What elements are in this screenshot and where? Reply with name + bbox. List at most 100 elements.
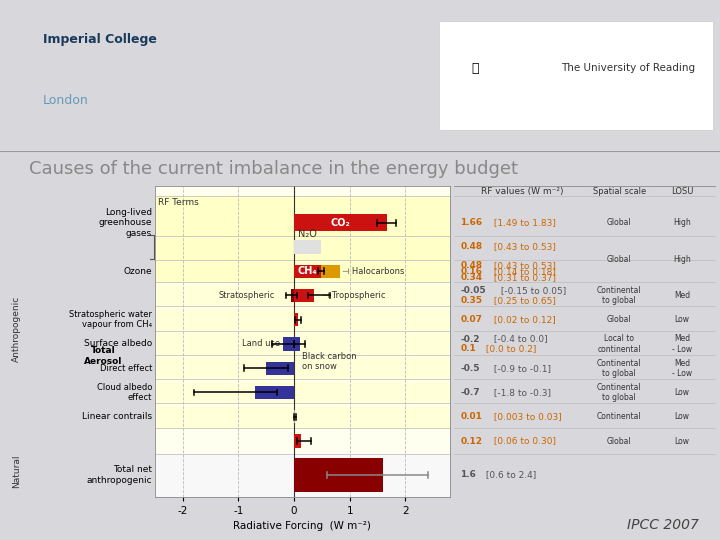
Bar [266,362,294,375]
Bar [155,333,450,355]
Text: Low: Low [675,315,690,324]
Text: Direct effect: Direct effect [99,364,152,373]
Text: Imperial College: Imperial College [43,33,157,46]
Text: Med
- Low: Med - Low [672,359,692,378]
Text: High: High [673,254,691,264]
Text: Stratospheric water
vapour from CH₄: Stratospheric water vapour from CH₄ [69,310,152,329]
Text: [0.06 to 0.30]: [0.06 to 0.30] [490,436,556,446]
Text: 0.48: 0.48 [461,242,482,252]
Text: Continental
to global: Continental to global [597,383,642,402]
Text: [-0.15 to 0.05]: [-0.15 to 0.05] [498,286,567,295]
Text: RF Terms: RF Terms [158,198,198,207]
Bar [155,382,450,403]
Text: RF values (W m⁻²): RF values (W m⁻²) [481,187,563,195]
Bar [294,313,298,326]
Bar [294,265,321,278]
Bar [155,236,450,260]
Text: Global: Global [607,254,631,264]
Text: Local to
continental: Local to continental [598,334,641,354]
Text: Med
- Low: Med - Low [672,334,692,354]
Text: LOSU: LOSU [671,187,693,195]
Text: 0.1: 0.1 [461,345,476,353]
Text: Linear contrails: Linear contrails [82,412,152,421]
Text: Causes of the current imbalance in the energy budget: Causes of the current imbalance in the e… [29,160,518,178]
Bar [294,434,301,448]
Bar [294,458,383,492]
Text: 0.16: 0.16 [461,267,482,276]
Text: Cloud albedo
effect: Cloud albedo effect [96,383,152,402]
Bar [294,338,300,350]
Text: Long-lived
greenhouse
gases: Long-lived greenhouse gases [99,208,152,238]
Text: [0.0 to 0.2]: [0.0 to 0.2] [483,345,536,353]
Text: Continental
to global: Continental to global [597,359,642,378]
Text: Global: Global [607,436,631,446]
Text: Low: Low [675,412,690,421]
Text: -0.7: -0.7 [461,388,480,397]
Text: 0.12: 0.12 [461,436,482,446]
Text: The University of Reading: The University of Reading [561,63,695,73]
Text: Global: Global [607,218,631,227]
Text: High: High [673,218,691,227]
Bar [155,406,450,428]
X-axis label: Radiative Forcing  (W m⁻²): Radiative Forcing (W m⁻²) [233,522,372,531]
Bar [155,454,450,496]
Bar [292,289,294,302]
Bar [294,240,321,254]
Text: CO₂: CO₂ [330,218,350,228]
Text: [0.14 to 0.18]: [0.14 to 0.18] [490,267,555,276]
Text: [0.25 to 0.65]: [0.25 to 0.65] [490,296,555,305]
Text: 🛡: 🛡 [472,62,479,75]
Text: Continental: Continental [597,412,642,421]
Bar [155,357,450,379]
Bar [155,309,450,330]
Text: N₂O: N₂O [298,229,317,239]
Text: Spatial scale: Spatial scale [593,187,646,195]
Text: [0.6 to 2.4]: [0.6 to 2.4] [483,470,536,480]
Text: IPCC 2007: IPCC 2007 [626,518,698,532]
Text: Continental
to global: Continental to global [597,286,642,305]
Text: Med: Med [674,291,690,300]
Text: Total
Aerosol: Total Aerosol [84,346,122,366]
Bar [155,196,450,236]
Text: 0.35: 0.35 [461,296,482,305]
Text: CH₄: CH₄ [297,266,318,276]
Text: [0.003 to 0.03]: [0.003 to 0.03] [490,412,562,421]
Text: [-1.8 to -0.3]: [-1.8 to -0.3] [490,388,551,397]
FancyBboxPatch shape [439,21,713,130]
Bar [155,285,450,306]
Text: 0.01: 0.01 [461,412,482,421]
Text: Stratospheric: Stratospheric [218,291,275,300]
Text: 0.34: 0.34 [461,273,482,282]
Text: [-0.9 to -0.1]: [-0.9 to -0.1] [490,364,551,373]
Text: -0.5: -0.5 [461,364,480,373]
Text: Ozone: Ozone [123,267,152,276]
Text: 1.66: 1.66 [461,218,482,227]
Text: -0.2: -0.2 [461,335,480,343]
Bar [255,386,294,399]
Text: Low: Low [675,388,690,397]
Bar [294,289,313,302]
Text: 1.6: 1.6 [461,470,477,480]
Text: Land use: Land use [242,340,279,348]
Text: Low: Low [675,436,690,446]
Text: [0.02 to 0.12]: [0.02 to 0.12] [490,315,555,324]
Text: [-0.4 to 0.0]: [-0.4 to 0.0] [490,335,547,343]
Text: [0.43 to 0.53]: [0.43 to 0.53] [490,242,555,252]
Text: Natural: Natural [12,454,21,488]
Text: 0.07: 0.07 [461,315,482,324]
Bar [155,430,450,452]
Text: Surface albedo: Surface albedo [84,340,152,348]
Text: -0.05: -0.05 [461,286,486,295]
Text: [1.49 to 1.83]: [1.49 to 1.83] [490,218,555,227]
Bar [294,214,387,231]
Text: Global: Global [607,315,631,324]
Bar [283,338,294,350]
Text: ⊣ Tropospheric: ⊣ Tropospheric [322,291,385,300]
Text: Black carbon
on snow: Black carbon on snow [302,352,356,371]
Text: [0.43 to 0.53]: [0.43 to 0.53] [490,261,555,269]
Text: 0.48: 0.48 [461,261,482,269]
Text: ⊣ Halocarbons: ⊣ Halocarbons [342,267,405,276]
Text: Total net
anthropogenic: Total net anthropogenic [86,465,152,485]
Text: Anthropogenic: Anthropogenic [12,296,21,362]
Text: [0.31 to 0.37]: [0.31 to 0.37] [490,273,556,282]
